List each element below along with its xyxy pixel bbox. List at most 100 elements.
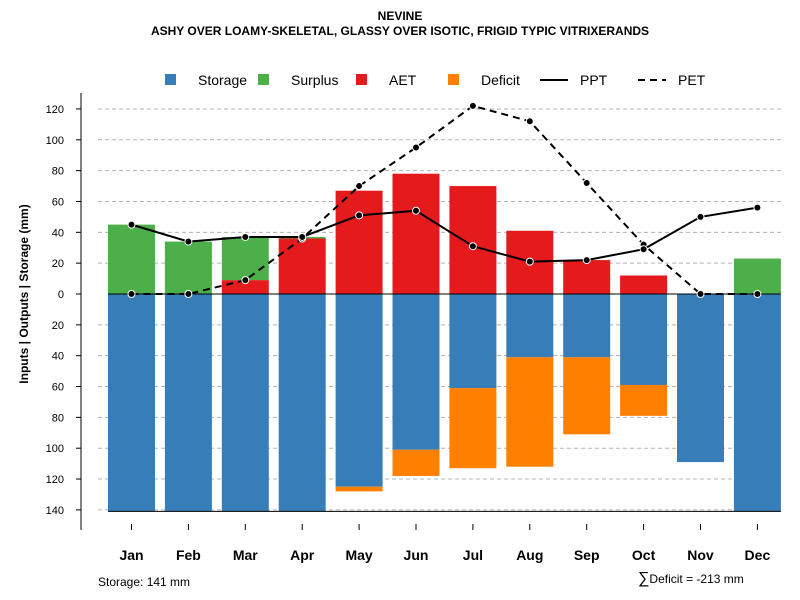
y-tick-label: 100 (46, 443, 64, 455)
bar-storage-dec (733, 294, 781, 512)
y-tick-label: 140 (46, 505, 64, 517)
bar-deficit-oct (620, 384, 668, 416)
point-pet-jan (127, 290, 136, 298)
legend-item-storage: Storage (165, 72, 247, 88)
point-pet-sep (582, 178, 591, 187)
bar-deficit-jun (392, 449, 440, 476)
legend-swatch-surplus (258, 74, 269, 85)
point-pet-dec (753, 290, 762, 298)
x-tick-label-mar: Mar (233, 547, 258, 563)
y-tick-label: 40 (52, 351, 64, 363)
bar-deficit-may (335, 486, 383, 492)
legend-label-storage: Storage (198, 72, 247, 88)
x-tick-label-oct: Oct (632, 547, 656, 563)
bar-storage-aug (506, 294, 554, 358)
y-tick-label: 100 (46, 135, 64, 147)
x-tick-label-dec: Dec (745, 547, 771, 563)
y-tick-label: 120 (46, 104, 64, 116)
y-tick-label: 60 (52, 382, 64, 394)
point-pet-jul (468, 101, 477, 110)
point-ppt-may (355, 211, 364, 220)
point-pet-aug (525, 117, 534, 126)
y-tick-label: 20 (52, 258, 64, 270)
deficit-note-text: Deficit = -213 mm (649, 572, 744, 586)
point-ppt-oct (639, 245, 648, 254)
point-ppt-dec (753, 203, 762, 212)
y-tick-label: 0 (58, 289, 64, 301)
legend-label-ppt: PPT (580, 72, 608, 88)
bar-surplus-feb (164, 241, 212, 294)
x-tick-label-apr: Apr (290, 547, 315, 563)
legend-label-deficit: Deficit (481, 72, 520, 88)
point-ppt-sep (582, 256, 591, 265)
point-ppt-jul (468, 242, 477, 251)
legend-item-surplus: Surplus (258, 72, 338, 88)
legend-label-aet: AET (389, 72, 417, 88)
bar-aet-jun (392, 173, 440, 294)
bar-storage-jan (108, 294, 155, 512)
bar-aet-sep (563, 260, 611, 294)
chart-title: NEVINE (377, 9, 423, 23)
bar-deficit-sep (563, 357, 611, 435)
bar-storage-jun (392, 294, 440, 450)
point-ppt-aug (525, 257, 534, 266)
bar-aet-apr (278, 238, 326, 294)
bar-surplus-mar (221, 236, 269, 281)
legend-item-aet: AET (356, 72, 417, 88)
x-tick-label-feb: Feb (176, 547, 201, 563)
chart-subtitle: ASHY OVER LOAMY-SKELETAL, GLASSY OVER IS… (150, 24, 650, 38)
point-pet-may (355, 182, 364, 191)
point-ppt-feb (184, 237, 193, 246)
bar-deficit-aug (506, 357, 554, 467)
bar-deficit-jul (449, 388, 497, 469)
y-axis-label: Inputs | Outputs | Storage (mm) (17, 204, 31, 383)
x-tick-label-aug: Aug (516, 547, 543, 563)
legend-swatch-storage (165, 74, 176, 85)
bar-storage-oct (620, 294, 668, 385)
y-tick-label: 20 (52, 320, 64, 332)
point-pet-nov (696, 290, 705, 298)
point-ppt-mar (241, 232, 250, 241)
x-tick-label-jul: Jul (463, 547, 483, 563)
bar-surplus-dec (733, 258, 781, 294)
point-pet-feb (184, 290, 193, 298)
x-tick-label-jun: Jun (404, 547, 429, 563)
x-tick-label-nov: Nov (687, 547, 714, 563)
line-ppt (131, 206, 758, 263)
bar-storage-sep (563, 294, 611, 358)
bar-aet-jul (449, 186, 497, 294)
bar-storage-mar (221, 294, 269, 512)
legend-swatch-deficit (448, 74, 459, 85)
point-ppt-nov (696, 212, 705, 221)
bar-storage-nov (677, 294, 724, 463)
y-tick-label: 60 (52, 196, 64, 208)
deficit-note: ∑Deficit = -213 mm (638, 570, 744, 588)
legend-item-pet: PET (638, 72, 706, 88)
legend-label-pet: PET (678, 72, 706, 88)
bar-aet-mar (221, 280, 269, 294)
point-pet-mar (241, 276, 250, 285)
bar-surplus-jan (108, 224, 155, 294)
x-tick-label-may: May (345, 547, 372, 563)
point-ppt-apr (298, 232, 307, 241)
line-pet (131, 104, 758, 295)
point-ppt-jan (127, 220, 136, 229)
storage-note: Storage: 141 mm (98, 575, 191, 589)
legend-swatch-aet (356, 74, 367, 85)
bar-storage-apr (278, 294, 326, 512)
bar-storage-feb (164, 294, 212, 512)
sigma-symbol: ∑ (638, 570, 650, 587)
x-tick-label-jan: Jan (119, 547, 143, 563)
legend-item-deficit: Deficit (448, 72, 520, 88)
legend-item-ppt: PPT (540, 72, 608, 88)
bar-aet-oct (620, 275, 668, 294)
legend-label-surplus: Surplus (291, 72, 338, 88)
bar-storage-jul (449, 294, 497, 389)
point-pet-jun (412, 143, 420, 152)
y-tick-label: 80 (52, 166, 64, 178)
point-ppt-jun (412, 206, 420, 215)
y-tick-label: 80 (52, 412, 64, 424)
y-tick-label: 120 (46, 474, 64, 486)
bar-aet-may (335, 190, 383, 294)
